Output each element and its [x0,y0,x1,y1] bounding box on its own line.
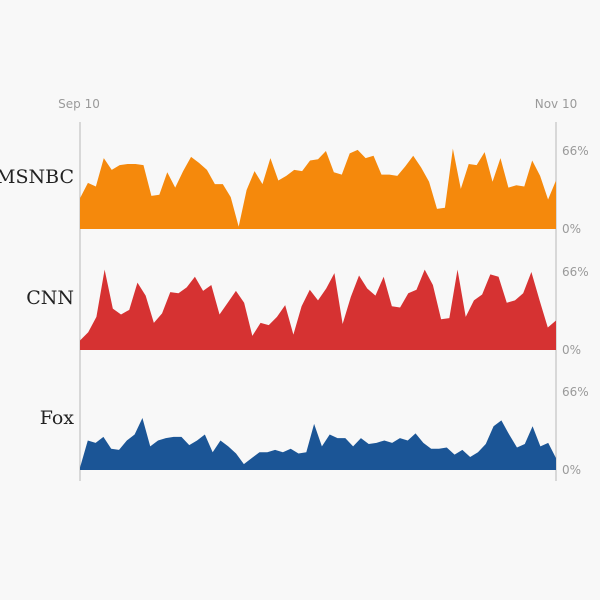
series-label-cnn: CNN [26,287,74,309]
tick-label-zero: 0% [562,343,581,357]
x-axis-start-label: Sep 10 [58,97,100,111]
area-cnn [80,269,556,350]
tick-label-max: 66% [562,265,589,279]
series-label-msnbc: MSNBC [0,166,74,188]
panels: MSNBC 66% 0% CNN 66% 0% Fox 66% 0% [0,144,589,477]
area-fox [80,418,556,470]
tick-label-max: 66% [562,385,589,399]
tick-label-max: 66% [562,144,589,158]
panel-fox: Fox 66% 0% [40,385,589,477]
tick-label-zero: 0% [562,222,581,236]
area-msnbc [80,148,556,229]
series-label-fox: Fox [40,407,75,429]
panel-msnbc: MSNBC 66% 0% [0,144,589,236]
tick-label-zero: 0% [562,463,581,477]
panel-cnn: CNN 66% 0% [26,265,588,357]
x-axis-end-label: Nov 10 [535,97,578,111]
